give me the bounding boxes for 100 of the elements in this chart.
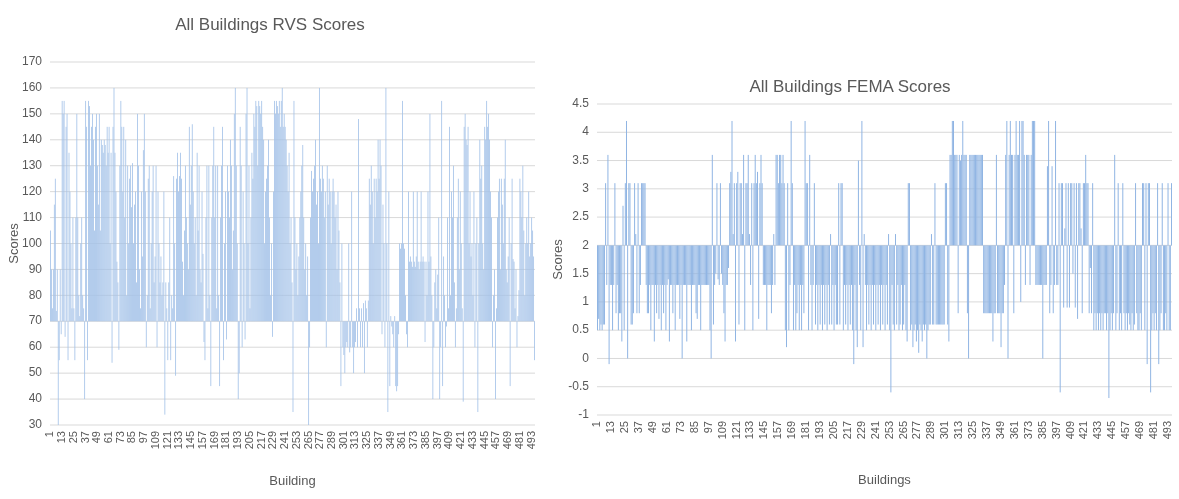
x-tick-label: 385: [1035, 421, 1048, 440]
x-tick-label: 169: [785, 421, 798, 440]
x-tick-label: 409: [1063, 421, 1076, 440]
y-tick-label: 0: [582, 350, 590, 365]
x-tick-label: 313: [952, 421, 965, 440]
y-tick-label: 2: [582, 237, 590, 252]
x-tick-label: 193: [231, 431, 244, 450]
x-tick-label: 445: [1105, 421, 1118, 440]
x-tick-label: 265: [896, 421, 909, 440]
x-tick-label: 145: [184, 431, 197, 450]
x-tick-label: 361: [1007, 421, 1020, 440]
y-tick-label: 30: [28, 417, 43, 432]
x-tick-label: 457: [1119, 421, 1132, 440]
x-tick-label: 409: [442, 431, 455, 450]
y-tick-label: 80: [28, 287, 43, 302]
y-tick-label: 40: [28, 391, 43, 406]
x-tick-label: 229: [266, 431, 279, 450]
y-tick-label: 120: [21, 183, 43, 198]
x-tick-label: 493: [524, 431, 537, 450]
x-tick-label: 433: [465, 431, 478, 450]
y-tick-label: 90: [28, 261, 43, 276]
x-tick-label: 133: [743, 421, 756, 440]
x-tick-label: 253: [882, 421, 895, 440]
y-tick-label: 50: [28, 365, 43, 380]
x-tick-label: 205: [242, 431, 255, 450]
x-tick-label: 325: [966, 421, 979, 440]
x-tick-label: 241: [868, 421, 881, 440]
x-tick-label: 337: [371, 431, 384, 450]
x-tick-label: 253: [289, 431, 302, 450]
x-tick-label: 373: [407, 431, 420, 450]
x-tick-label: 13: [55, 431, 68, 444]
x-tick-label: 421: [454, 431, 467, 450]
x-tick-label: 241: [278, 431, 291, 450]
x-tick-label: 265: [301, 431, 314, 450]
x-tick-label: 493: [1160, 421, 1173, 440]
x-tick-label: 181: [799, 421, 812, 440]
x-tick-label: 289: [325, 431, 338, 450]
y-tick-label: 160: [21, 80, 43, 95]
x-tick-label: 49: [90, 431, 103, 444]
y-tick-label: 110: [22, 209, 43, 224]
x-tick-label: 157: [195, 431, 208, 450]
x-tick-label: 397: [1049, 421, 1062, 440]
x-tick-label: 109: [148, 431, 161, 450]
y-tick-label: 150: [21, 106, 43, 121]
x-tick-label: 421: [1077, 421, 1090, 440]
y-tick-label: 60: [28, 339, 43, 354]
x-tick-label: 133: [172, 431, 185, 450]
chart-title: All Buildings FEMA Scores: [749, 77, 951, 96]
x-tick-label: 145: [757, 421, 770, 440]
y-tick-label: 1.5: [572, 265, 590, 280]
x-tick-label: 13: [604, 421, 617, 434]
x-tick-label: 277: [313, 431, 326, 450]
x-tick-label: 73: [673, 421, 686, 434]
x-tick-label: 1: [590, 421, 603, 428]
y-tick-label: 130: [21, 157, 43, 172]
x-tick-label: 277: [910, 421, 923, 440]
x-tick-label: 61: [102, 431, 115, 444]
x-tick-label: 181: [219, 431, 232, 450]
y-tick-label: -1: [578, 407, 590, 422]
x-tick-label: 433: [1091, 421, 1104, 440]
x-tick-label: 25: [618, 421, 631, 434]
x-tick-label: 1: [43, 431, 56, 438]
x-tick-label: 109: [715, 421, 728, 440]
x-tick-label: 169: [207, 431, 220, 450]
x-tick-label: 25: [66, 431, 79, 444]
x-axis-title: Buildings: [858, 472, 912, 487]
x-tick-label: 469: [501, 431, 514, 450]
x-tick-label: 301: [938, 421, 951, 440]
x-tick-label: 325: [360, 431, 373, 450]
x-tick-label: 469: [1133, 421, 1146, 440]
x-tick-label: 193: [813, 421, 826, 440]
y-tick-label: 170: [21, 54, 43, 69]
y-tick-label: 3: [582, 180, 590, 195]
x-tick-label: 373: [1021, 421, 1034, 440]
x-tick-label: 457: [489, 431, 502, 450]
x-tick-label: 301: [336, 431, 349, 450]
y-tick-label: 4.5: [572, 96, 590, 111]
x-tick-label: 157: [771, 421, 784, 440]
y-tick-label: 140: [21, 131, 43, 146]
x-tick-label: 313: [348, 431, 361, 450]
x-tick-label: 217: [254, 431, 267, 450]
x-tick-label: 349: [993, 421, 1006, 440]
x-tick-label: 97: [701, 421, 714, 434]
x-tick-label: 73: [113, 431, 126, 444]
x-tick-label: 349: [383, 431, 396, 450]
x-tick-label: 85: [687, 421, 700, 434]
x-tick-label: 49: [646, 421, 659, 434]
x-axis-title: Building: [269, 473, 316, 488]
x-tick-label: 121: [160, 431, 173, 450]
x-tick-label: 97: [137, 431, 150, 444]
x-tick-label: 217: [840, 421, 853, 440]
x-tick-label: 85: [125, 431, 138, 444]
y-tick-label: 3.5: [572, 152, 590, 167]
x-tick-label: 37: [632, 421, 645, 434]
x-tick-label: 445: [477, 431, 490, 450]
x-tick-label: 397: [430, 431, 443, 450]
y-tick-label: 2.5: [572, 209, 590, 224]
x-tick-label: 61: [659, 421, 672, 434]
y-tick-label: 4: [582, 124, 590, 139]
y-tick-label: 0.5: [572, 322, 590, 337]
